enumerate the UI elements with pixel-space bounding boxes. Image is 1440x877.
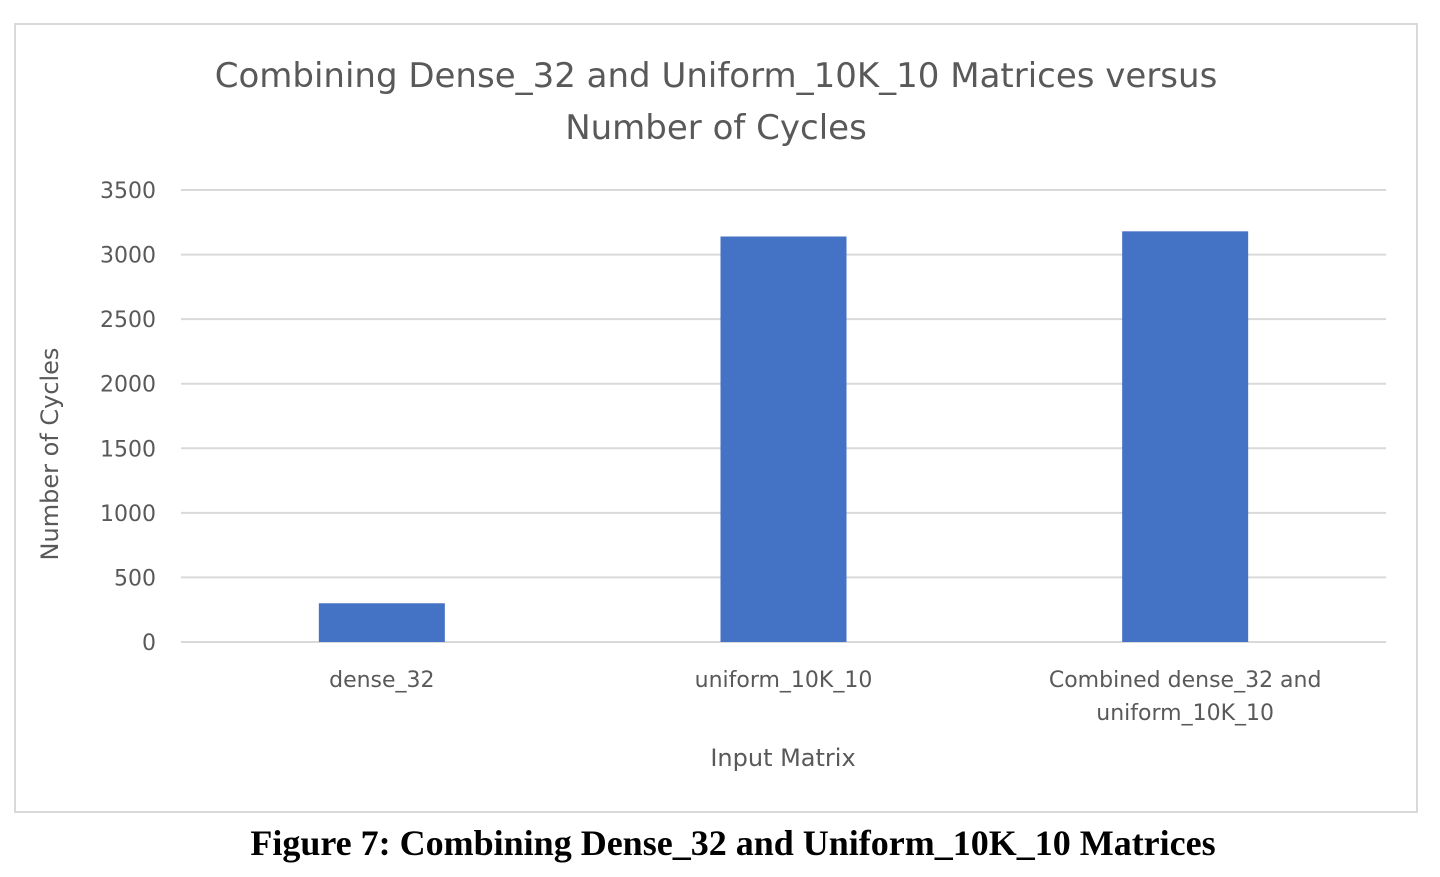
x-category-label: dense_32: [329, 668, 434, 693]
bar-dense-32: [318, 603, 445, 642]
y-tick-label: 0: [142, 631, 156, 656]
figure-caption: Figure 7: Combining Dense_32 and Uniform…: [250, 823, 1216, 863]
y-tick-label: 3000: [100, 244, 156, 269]
x-category-label: uniform_10K_10: [1096, 701, 1274, 726]
x-axis-title: Input Matrix: [710, 744, 855, 772]
y-tick-label: 2000: [100, 373, 156, 398]
chart-title-line: Combining Dense_32 and Uniform_10K_10 Ma…: [215, 56, 1218, 96]
bar-combined-dense-32-and-uniform-10k-10: [1122, 231, 1249, 642]
y-tick-label: 1500: [100, 437, 156, 462]
y-tick-label: 1000: [100, 502, 156, 527]
y-tick-label: 2500: [100, 308, 156, 333]
x-category-label: uniform_10K_10: [695, 668, 873, 693]
y-axis-title: Number of Cycles: [36, 348, 64, 561]
x-category-label: Combined dense_32 and: [1049, 668, 1322, 693]
bar-uniform-10k-10: [720, 236, 847, 642]
chart-title-line: Number of Cycles: [565, 108, 867, 148]
y-tick-label: 3500: [100, 179, 156, 204]
y-tick-label: 500: [114, 566, 156, 591]
